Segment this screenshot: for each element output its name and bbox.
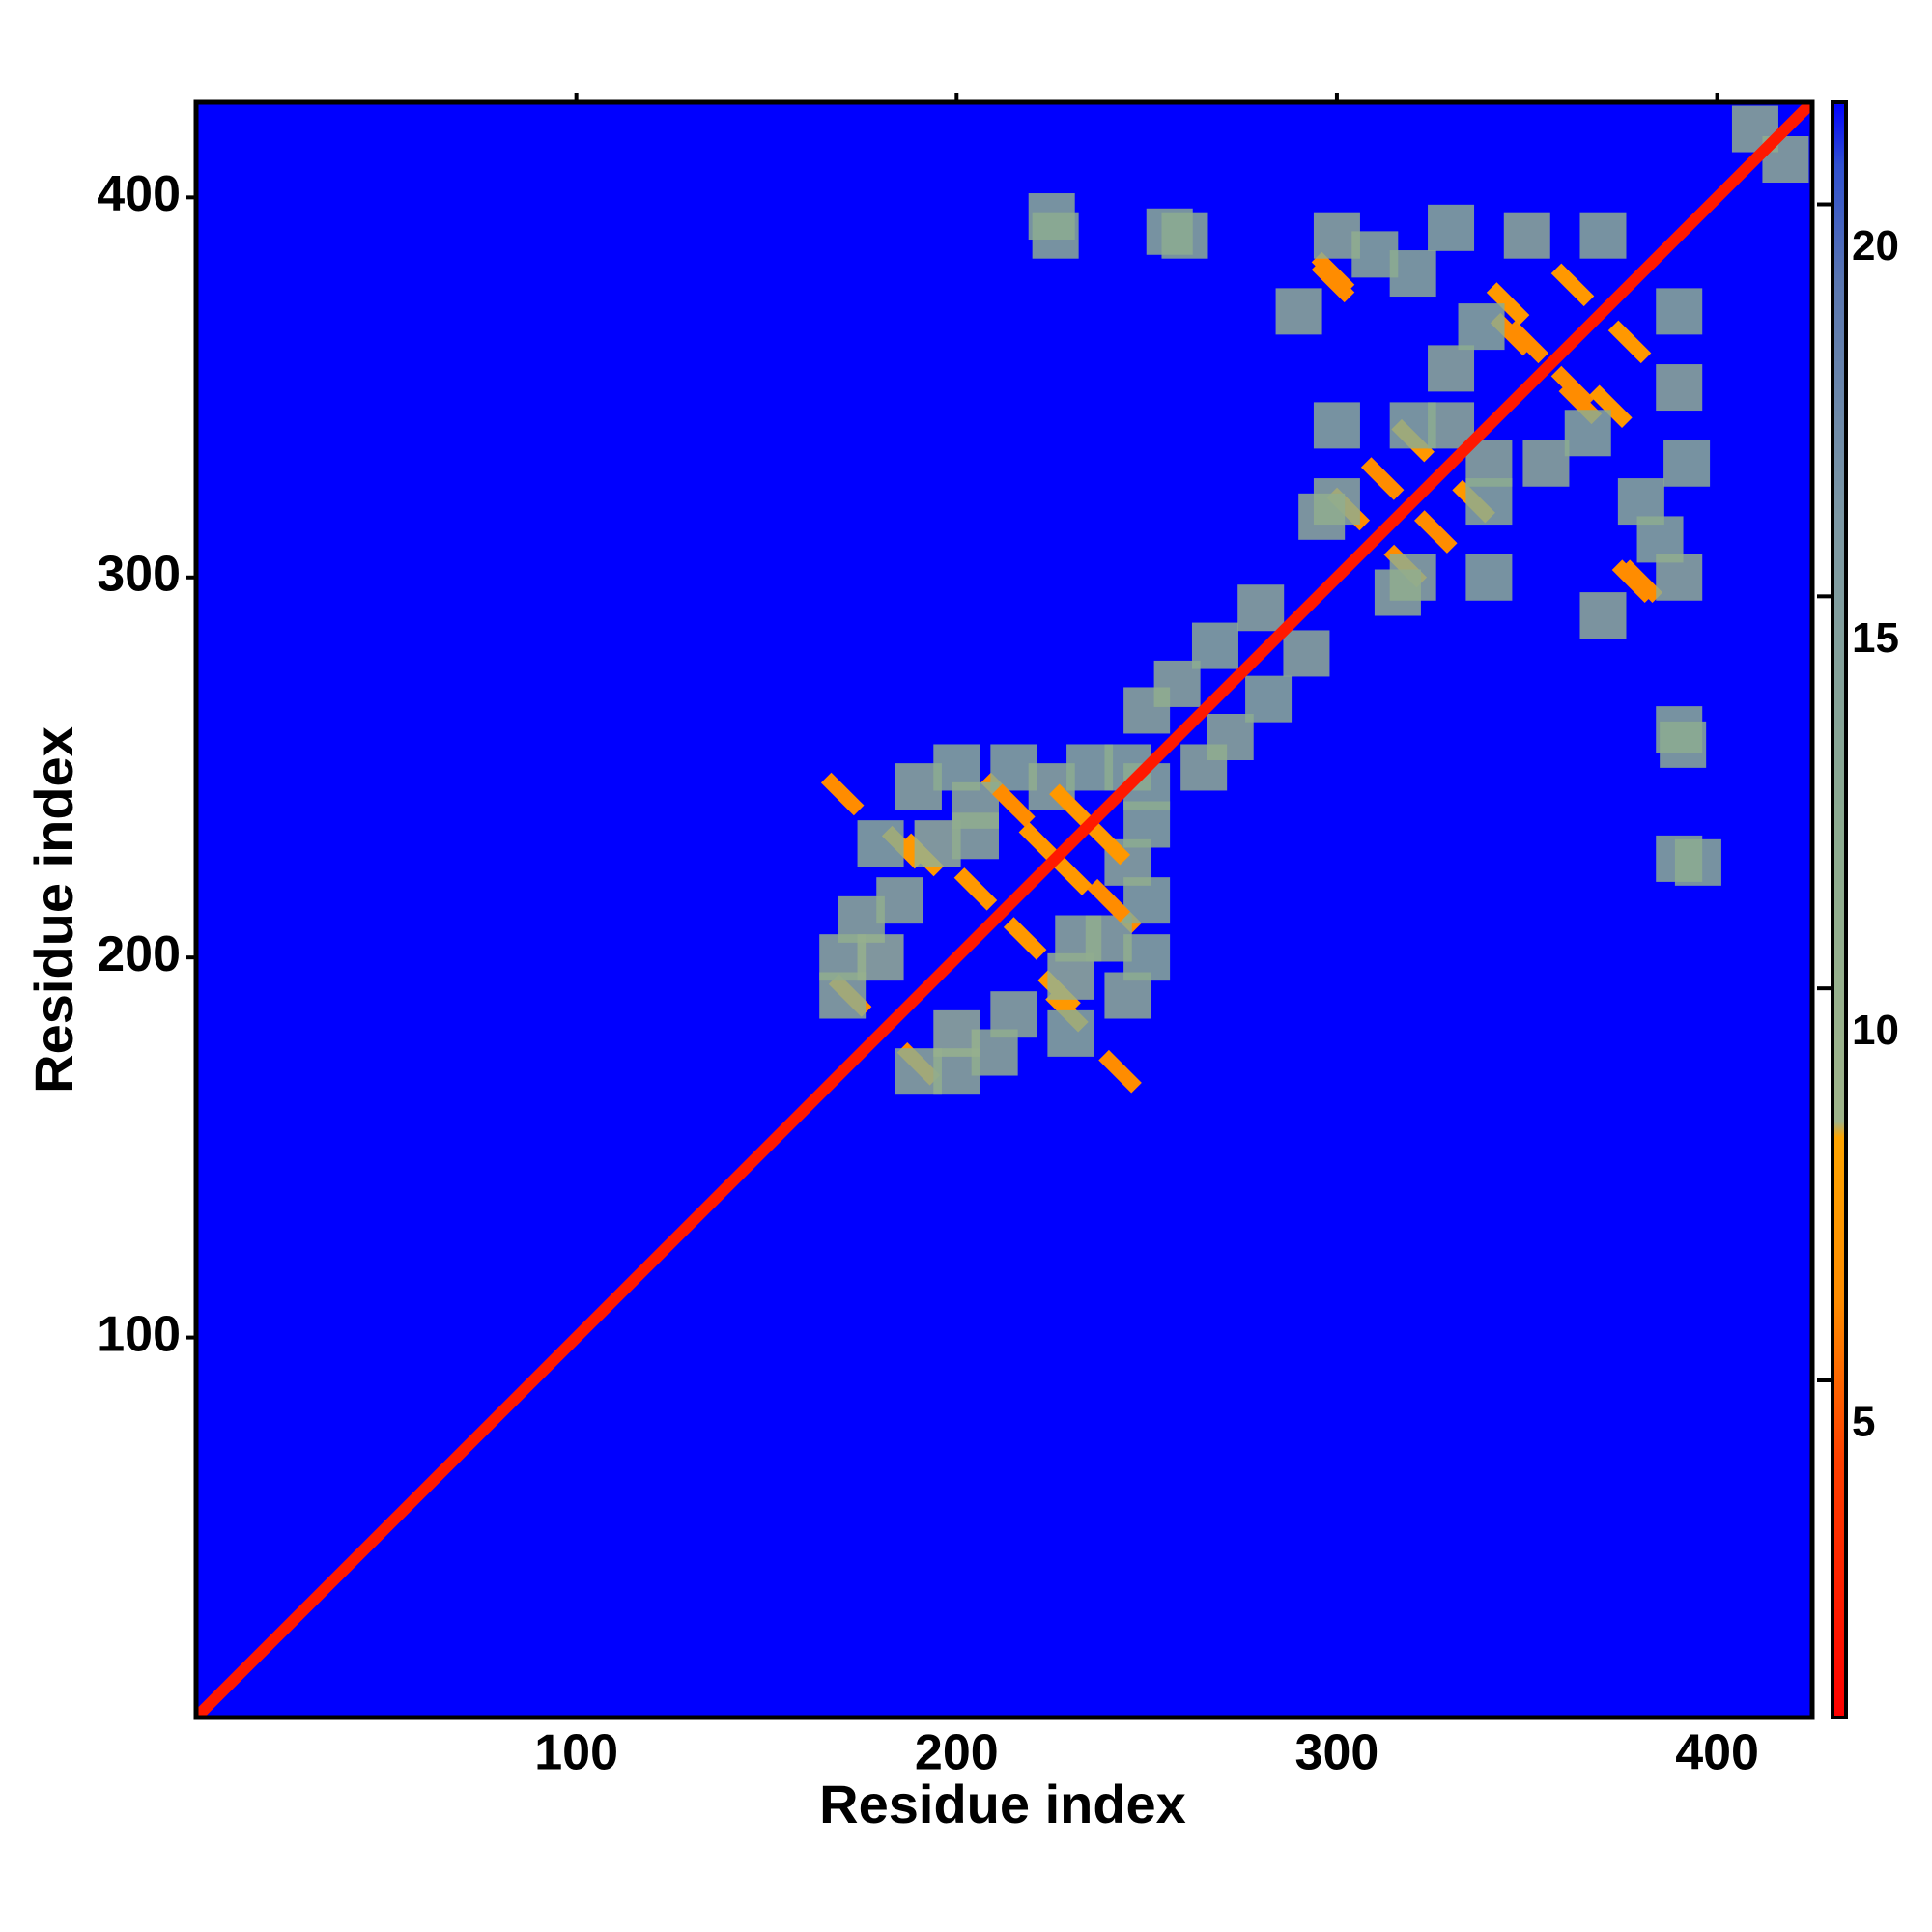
- y-axis-label: Residue index: [23, 726, 84, 1094]
- cell: [1465, 478, 1513, 526]
- cell: [820, 772, 865, 816]
- cell: [857, 934, 904, 981]
- cell: [1458, 303, 1505, 351]
- cell: [1087, 821, 1131, 866]
- cell: [953, 867, 998, 911]
- cell: [1313, 212, 1360, 259]
- cell: [1564, 410, 1611, 457]
- cell: [933, 1009, 980, 1057]
- cell: [1047, 1009, 1094, 1057]
- colorbar-tick-label: 5: [1852, 1399, 1875, 1446]
- cell: [1389, 402, 1436, 449]
- cell: [1486, 282, 1530, 326]
- cell: [1414, 510, 1458, 554]
- cell: [1087, 878, 1131, 923]
- cell: [1311, 259, 1355, 303]
- cell: [1505, 320, 1549, 364]
- colorbar-tick-label: 15: [1852, 614, 1899, 662]
- x-tick-label: 400: [1675, 1725, 1759, 1781]
- cell: [1607, 320, 1652, 364]
- cell: [1146, 208, 1193, 255]
- y-tick-label: 100: [97, 1306, 181, 1362]
- cell: [1550, 263, 1595, 307]
- x-axis-label: Residue index: [819, 1774, 1186, 1834]
- cell: [1522, 440, 1570, 487]
- cell: [992, 783, 1036, 828]
- cell: [1656, 554, 1703, 601]
- cells: [819, 105, 1809, 1095]
- colorbar-tick-label: 10: [1852, 1007, 1899, 1054]
- cell: [1656, 835, 1703, 882]
- cell: [1049, 852, 1093, 895]
- cell: [1360, 457, 1405, 500]
- cell: [1098, 1049, 1142, 1094]
- cell: [1018, 821, 1063, 866]
- cell: [1032, 212, 1079, 259]
- cell: [990, 991, 1037, 1038]
- cell: [1191, 622, 1238, 669]
- x-tick-label: 100: [534, 1725, 618, 1781]
- cell: [1660, 721, 1707, 768]
- cell: [857, 820, 904, 867]
- cell: [1283, 630, 1330, 677]
- cell: [1589, 384, 1633, 429]
- cell: [1245, 675, 1293, 723]
- cell: [1055, 915, 1102, 962]
- y-tick-label: 200: [97, 926, 181, 982]
- cell: [1617, 478, 1664, 526]
- cell: [1298, 493, 1346, 540]
- y-tick-label: 400: [97, 166, 181, 222]
- cell: [1663, 440, 1711, 487]
- cell: [1374, 569, 1421, 616]
- cell: [1049, 783, 1093, 828]
- cell: [1611, 559, 1656, 603]
- cell: [1275, 288, 1322, 335]
- cell: [1428, 204, 1475, 251]
- cell: [1503, 212, 1550, 259]
- cell: [1389, 250, 1436, 298]
- colorbar: [1831, 100, 1848, 1719]
- cell: [1579, 592, 1627, 639]
- cell: [1428, 345, 1475, 392]
- cell: [1656, 288, 1703, 335]
- cell: [952, 812, 999, 860]
- cell: [1656, 364, 1703, 412]
- cell: [1313, 402, 1360, 449]
- cell: [1465, 554, 1513, 601]
- cell: [876, 877, 923, 924]
- cell: [1579, 212, 1627, 259]
- x-tick-label: 200: [915, 1725, 999, 1781]
- cell: [1003, 917, 1047, 960]
- plot-frame: [193, 99, 1815, 1720]
- y-tick-label: 300: [97, 546, 181, 602]
- x-tick-label: 300: [1295, 1725, 1379, 1781]
- cell: [1550, 365, 1595, 410]
- colorbar-tick-label: 20: [1852, 222, 1899, 270]
- diagonal: [196, 102, 1812, 1718]
- cell: [1237, 584, 1285, 632]
